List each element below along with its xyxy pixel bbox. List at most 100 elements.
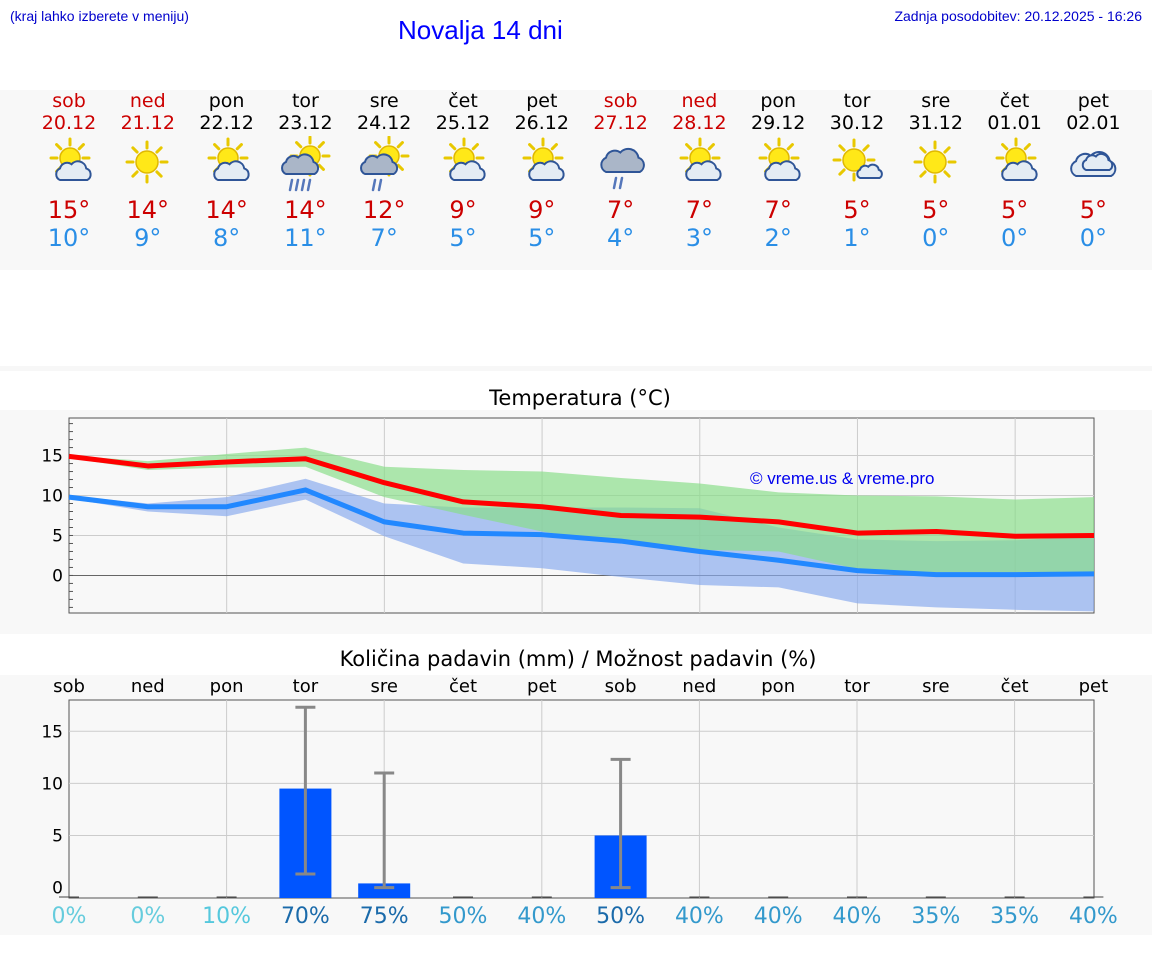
y-tick-label: 10: [41, 774, 63, 794]
precipitation-chance: 50%: [596, 904, 646, 929]
min-temperature: 5°: [528, 224, 556, 252]
max-temperature: 7°: [606, 196, 635, 224]
min-temperature: 3°: [685, 224, 714, 252]
y-tick-label: 5: [52, 526, 63, 546]
day-column: sre 31.12 5° 0°: [896, 90, 976, 252]
max-temperature: 7°: [685, 196, 714, 224]
min-temperature: 10°: [47, 224, 91, 252]
precipitation-chance: 35%: [990, 904, 1040, 929]
day-date: 28.12: [672, 112, 727, 134]
max-temperature: 14°: [126, 196, 170, 224]
max-temperature: 14°: [205, 196, 248, 224]
precipitation-chance: 40%: [832, 904, 882, 929]
day-column: pet 02.01 5° 0°: [1053, 90, 1133, 252]
day-name: pet: [526, 90, 558, 112]
sun-cloud-icon: [679, 137, 722, 181]
precipitation-chance: 40%: [517, 904, 567, 929]
day-date: 22.12: [199, 112, 254, 134]
temperature-chart-title: Temperatura (°C): [489, 386, 671, 410]
day-date: 31.12: [908, 112, 963, 134]
sun-icon: [125, 140, 169, 184]
x-category-label: sre: [922, 676, 950, 697]
precipitation-chance: 75%: [359, 904, 409, 929]
cloud-drizzle-icon: [599, 147, 645, 190]
sun-cloud-rain-icon: [281, 136, 331, 192]
divider: [0, 366, 1152, 371]
y-tick-label: 0: [52, 879, 63, 899]
y-tick-label: 15: [41, 447, 63, 467]
cloud-icon: [1070, 150, 1117, 177]
max-temperature: 5°: [1000, 196, 1029, 224]
max-temperature: 7°: [764, 196, 792, 224]
day-name: sre: [921, 90, 951, 112]
day-name: tor: [291, 90, 319, 112]
day-date: 02.01: [1066, 112, 1121, 134]
max-temperature: 9°: [528, 196, 556, 224]
forecast-panel: [0, 90, 1152, 270]
min-temperature: 9°: [134, 224, 162, 252]
min-temperature: 8°: [212, 224, 241, 252]
x-category-label: sre: [370, 676, 398, 697]
x-category-label: tor: [844, 676, 870, 697]
day-name: sre: [369, 90, 399, 112]
day-column: tor 23.12 14° 11°: [265, 90, 345, 252]
max-temperature: 5°: [922, 196, 950, 224]
min-temperature: 2°: [764, 224, 792, 252]
day-date: 25.12: [435, 112, 491, 134]
day-column: ned 28.12 7° 3°: [659, 90, 739, 252]
min-temperature: 0°: [1000, 224, 1029, 252]
day-column: sob 20.12 15° 10°: [29, 90, 109, 252]
min-temperature: 7°: [370, 224, 398, 252]
max-temperature: 5°: [1079, 196, 1108, 224]
min-temperature: 11°: [284, 224, 327, 252]
last-update: Zadnja posodobitev: 20.12.2025 - 16:26: [894, 8, 1142, 24]
x-category-label: sob: [604, 676, 637, 697]
day-date: 20.12: [41, 112, 97, 134]
x-category-label: čet: [448, 676, 478, 697]
min-temperature: 1°: [843, 224, 871, 252]
min-temperature-line: [68, 487, 1095, 578]
day-column: ned 21.12 14° 9°: [108, 90, 188, 252]
precipitation-chance: 50%: [438, 904, 488, 929]
precipitation-chance: 0%: [51, 904, 87, 929]
y-tick-label: 0: [52, 566, 63, 586]
precipitation-chance: 40%: [1068, 904, 1118, 929]
sun-cloud-icon: [49, 137, 92, 181]
x-category-label: pet: [1078, 676, 1109, 697]
min-temperature: 4°: [606, 224, 635, 252]
max-temperature: 9°: [449, 196, 477, 224]
day-date: 26.12: [514, 112, 569, 134]
day-column: čet 01.01 5° 0°: [975, 90, 1055, 252]
sun-cloud-drizzle-icon: [360, 136, 410, 192]
day-name: čet: [999, 90, 1030, 112]
day-name: sob: [603, 90, 638, 112]
x-category-label: tor: [292, 676, 319, 697]
x-category-label: sob: [53, 676, 85, 697]
y-tick-label: 5: [52, 826, 63, 846]
day-date: 29.12: [750, 112, 806, 134]
temperature-chart: 0 5 10 15 © vreme.us & vreme.pro: [41, 417, 1095, 614]
precipitation-chance: 70%: [280, 904, 330, 929]
day-date: 23.12: [278, 112, 333, 134]
day-column: pon 29.12 7° 2°: [738, 90, 818, 252]
max-temperature: 15°: [47, 196, 91, 224]
x-category-label: ned: [682, 676, 717, 697]
x-category-label: pon: [761, 676, 796, 697]
sun-cloud-icon: [207, 137, 250, 181]
day-column: čet 25.12 9° 5°: [423, 90, 503, 252]
sun-cloud-small-icon: [832, 138, 883, 182]
max-temperature-line: [68, 453, 1095, 539]
location-hint: (kraj lahko izberete v meniju): [10, 8, 189, 24]
day-column: sob 27.12 7° 4°: [581, 90, 661, 252]
day-name: pet: [1077, 90, 1109, 112]
day-name: čet: [448, 90, 478, 112]
day-column: sre 24.12 12° 7°: [344, 90, 424, 252]
day-date: 27.12: [593, 112, 648, 134]
precipitation-bar: [358, 883, 411, 898]
sun-cloud-icon: [443, 137, 486, 181]
x-category-label: čet: [1000, 676, 1029, 697]
x-category-label: pet: [527, 676, 557, 697]
max-temperature: 14°: [284, 196, 327, 224]
precipitation-chart: 0 5 10 15: [41, 699, 1104, 899]
page-title: Novalja 14 dni: [398, 15, 563, 45]
